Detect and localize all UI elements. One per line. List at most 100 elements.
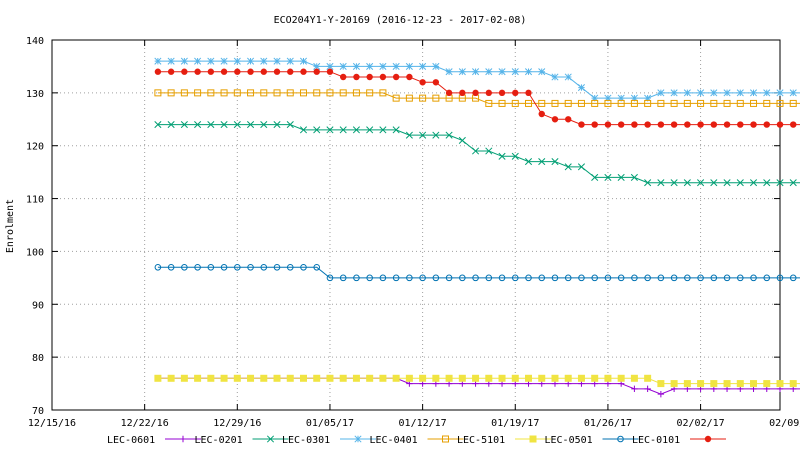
circle-marker xyxy=(472,274,479,282)
circle-marker xyxy=(736,274,744,282)
star-marker xyxy=(246,57,255,65)
star-marker xyxy=(511,68,519,76)
filled-circle-marker xyxy=(512,89,519,97)
x-marker xyxy=(419,131,427,139)
x-marker xyxy=(776,179,784,187)
x-marker xyxy=(180,121,188,129)
filled-circle-marker xyxy=(220,68,228,75)
circle-marker xyxy=(538,274,546,282)
filled-circle-marker xyxy=(684,121,691,128)
legend-label: LEC-0201 xyxy=(195,435,243,446)
filled-square-marker xyxy=(432,374,440,382)
circle-marker xyxy=(339,274,347,282)
filled-square-marker xyxy=(498,374,506,382)
x-marker xyxy=(763,179,771,187)
x-marker xyxy=(167,121,175,129)
axis-ticks: 70 80 90 100 110 120 130 140 12/15/16 12/22/16 12/… xyxy=(26,36,800,429)
x-marker xyxy=(630,173,638,181)
square-marker xyxy=(538,99,546,107)
y-tick-label: 120 xyxy=(26,142,44,153)
circle-marker xyxy=(644,274,651,282)
filled-circle-marker xyxy=(750,121,757,128)
plus-marker xyxy=(644,385,651,393)
square-marker xyxy=(710,99,718,107)
grid-lines xyxy=(52,40,780,410)
square-marker xyxy=(604,99,612,107)
filled-circle-marker xyxy=(300,68,307,75)
star-marker xyxy=(405,62,413,70)
star-marker xyxy=(180,57,188,65)
filled-square-marker xyxy=(750,380,758,388)
y-tick-label: 70 xyxy=(32,406,44,417)
square-marker xyxy=(339,89,347,97)
x-marker xyxy=(657,179,665,187)
square-marker xyxy=(326,89,334,97)
square-marker xyxy=(286,89,294,97)
circle-marker xyxy=(406,274,413,282)
square-marker xyxy=(379,89,387,97)
star-marker xyxy=(392,62,400,70)
filled-circle-marker xyxy=(181,68,188,75)
circle-marker xyxy=(220,263,228,271)
circle-marker xyxy=(154,263,162,271)
filled-square-marker xyxy=(472,374,480,382)
x-tick-label: 12/22/16 xyxy=(121,418,169,429)
circle-marker xyxy=(684,274,691,282)
filled-square-marker xyxy=(167,374,175,382)
x-marker xyxy=(207,121,215,129)
circle-marker xyxy=(273,263,281,271)
filled-circle-marker xyxy=(644,121,651,128)
x-marker xyxy=(472,147,480,155)
filled-circle-marker xyxy=(704,435,712,443)
plus-marker xyxy=(631,385,638,393)
filled-circle-marker xyxy=(604,121,612,128)
circle-marker xyxy=(604,274,612,282)
legend-item: LEC-5101 xyxy=(457,435,551,446)
circle-marker xyxy=(313,263,321,271)
x-marker xyxy=(485,147,493,155)
filled-circle-marker xyxy=(154,68,162,75)
circle-marker xyxy=(419,274,426,282)
square-marker xyxy=(442,435,449,443)
x-marker xyxy=(313,126,321,134)
filled-square-marker xyxy=(247,374,255,382)
series-layer xyxy=(154,57,800,398)
square-marker xyxy=(273,89,281,97)
x-marker xyxy=(723,179,731,187)
star-marker xyxy=(604,94,612,102)
square-marker xyxy=(180,89,188,97)
x-marker xyxy=(670,179,678,187)
star-marker xyxy=(207,57,215,65)
circle-marker xyxy=(181,263,188,271)
x-marker xyxy=(458,136,466,144)
filled-circle-marker xyxy=(472,89,479,97)
x-marker xyxy=(683,179,691,187)
circle-marker xyxy=(194,263,201,271)
filled-circle-marker xyxy=(538,110,545,118)
x-marker xyxy=(266,435,275,443)
filled-circle-marker xyxy=(366,73,373,81)
filled-circle-marker xyxy=(419,79,426,86)
circle-marker xyxy=(617,435,624,443)
circle-marker xyxy=(697,274,704,282)
filled-circle-marker xyxy=(260,68,267,75)
filled-circle-marker xyxy=(234,68,241,75)
square-marker xyxy=(247,89,255,97)
filled-circle-marker xyxy=(710,121,718,128)
circle-marker xyxy=(657,274,665,282)
filled-square-marker xyxy=(392,374,400,382)
x-tick-label: 01/05/17 xyxy=(306,418,354,429)
x-tick-label: 02/09/17 xyxy=(769,418,800,429)
filled-square-marker xyxy=(511,374,519,382)
square-marker xyxy=(260,89,268,97)
plus-marker xyxy=(657,390,665,398)
filled-square-marker xyxy=(445,374,453,382)
square-marker xyxy=(697,99,705,107)
filled-circle-marker xyxy=(551,116,559,123)
star-marker xyxy=(326,62,334,70)
circle-marker xyxy=(776,274,784,282)
square-marker xyxy=(683,99,691,107)
x-marker xyxy=(697,179,705,187)
star-marker xyxy=(789,89,797,97)
star-marker xyxy=(194,57,202,65)
